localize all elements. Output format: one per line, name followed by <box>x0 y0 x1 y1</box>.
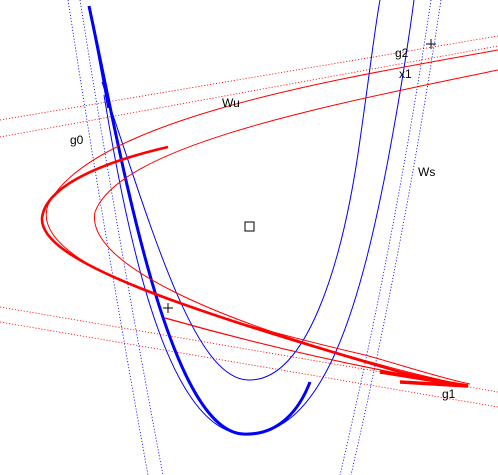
plus-marker-upper <box>426 39 436 49</box>
ws-inner-parabola <box>101 0 381 381</box>
label-ws: Ws <box>418 165 435 179</box>
plus-marker-lower <box>163 303 173 313</box>
label-g1: g1 <box>442 387 456 401</box>
label-x1: x1 <box>399 67 412 81</box>
wu-bold-arm <box>40 145 469 388</box>
ws-dotted-right-2 <box>350 0 442 475</box>
wu-inner-hairpin <box>94 69 498 384</box>
ws-dotted-right-1 <box>339 0 432 475</box>
label-g0: g0 <box>70 133 84 147</box>
ws-dotted-left-1 <box>67 0 149 475</box>
wu-dotted-upper-1 <box>0 35 498 121</box>
wu-dotted-lower-2 <box>0 321 498 408</box>
ws-curves <box>87 0 415 436</box>
ws-dotted-lines <box>67 0 442 475</box>
square-marker <box>244 221 255 232</box>
ws-outer-parabola <box>103 0 415 435</box>
label-g2: g2 <box>395 46 409 60</box>
wu-curves <box>40 49 498 388</box>
wu-arrow-head <box>379 370 469 388</box>
wu-outer-hairpin <box>45 49 498 385</box>
label-wu: Wu <box>222 96 240 110</box>
ws-dotted-left-2 <box>79 0 164 475</box>
ws-arrow-head <box>88 5 109 109</box>
wu-dotted-upper-2 <box>0 45 498 138</box>
ws-bold-arm <box>87 5 312 436</box>
